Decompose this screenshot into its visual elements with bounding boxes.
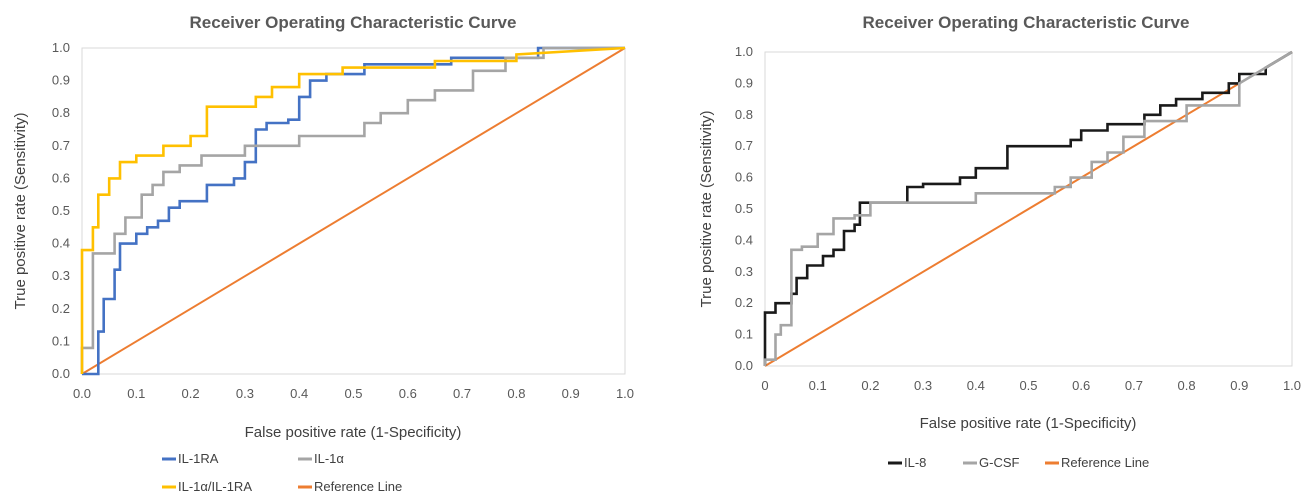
legend-label: G-CSF	[979, 455, 1020, 470]
y-tick-label: 0.4	[52, 236, 70, 251]
series-line-il-1-	[80, 46, 625, 374]
y-tick-label: 0.2	[52, 301, 70, 316]
x-axis-label: False positive rate (1-Specificity)	[920, 415, 1137, 432]
legend-item: IL-1α	[298, 451, 344, 466]
legend-label: IL-1α	[314, 451, 344, 466]
y-tick-label: 0.0	[52, 366, 70, 381]
x-tick-label: 1.0	[616, 386, 634, 401]
chart-title: Receiver Operating Characteristic Curve	[190, 13, 517, 32]
legend-label: Reference Line	[314, 479, 402, 494]
x-tick-label: 0.6	[399, 386, 417, 401]
series-line-il-8	[763, 50, 1293, 366]
y-tick-labels: 0.0 0.1 0.2 0.3 0.4 0.5 0.6 0.7 0.8 0.9 1.0	[52, 40, 70, 381]
y-tick-label: 0.3	[735, 264, 753, 279]
series-line-reference-line	[81, 47, 626, 375]
series-group	[763, 50, 1293, 367]
legend-item: Reference Line	[298, 479, 402, 494]
y-tick-label: 0.4	[735, 232, 753, 247]
series-line-il-1-il-1ra	[80, 46, 626, 374]
y-tick-label: 0.7	[52, 138, 70, 153]
legend-label: IL-1α/IL-1RA	[178, 479, 252, 494]
x-tick-label: 0.5	[344, 386, 362, 401]
plot-area-frame	[81, 47, 626, 375]
y-tick-label: 0.3	[52, 268, 70, 283]
chart-title: Receiver Operating Characteristic Curve	[863, 13, 1190, 32]
legend: IL-1RA IL-1α IL-1α/IL-1RA Reference Line	[162, 451, 402, 494]
legend-item: IL-1α/IL-1RA	[162, 479, 252, 494]
y-tick-label: 0.7	[735, 138, 753, 153]
y-tick-label: 0.1	[52, 333, 70, 348]
plot-area-frame	[764, 51, 1293, 367]
y-tick-label: 0.9	[735, 75, 753, 90]
x-tick-label: 0.0	[73, 386, 91, 401]
y-tick-label: 1.0	[735, 44, 753, 59]
y-tick-label: 0.2	[735, 295, 753, 310]
y-tick-label: 0.5	[52, 203, 70, 218]
legend: IL-8 G-CSF Reference Line	[888, 455, 1149, 470]
x-tick-label: 1.0	[1283, 378, 1301, 393]
x-tick-labels: 0.0 0.1 0.2 0.3 0.4 0.5 0.6 0.7 0.8 0.9 1.0	[73, 386, 634, 401]
legend-label: IL-1RA	[178, 451, 219, 466]
y-tick-label: 1.0	[52, 40, 70, 55]
x-tick-label: 0.6	[1072, 378, 1090, 393]
x-tick-label: 0.7	[453, 386, 471, 401]
x-tick-label: 0	[761, 378, 768, 393]
x-tick-label: 0.3	[236, 386, 254, 401]
y-tick-labels: 0.0 0.1 0.2 0.3 0.4 0.5 0.6 0.7 0.8 0.9 1.0	[735, 44, 753, 373]
y-tick-label: 0.5	[735, 201, 753, 216]
x-tick-label: 0.1	[809, 378, 827, 393]
legend-label: Reference Line	[1061, 455, 1149, 470]
roc-chart-right: Receiver Operating Characteristic Curve …	[698, 13, 1301, 470]
x-tick-label: 0.5	[1019, 378, 1037, 393]
roc-chart-left: Receiver Operating Characteristic Curve …	[12, 13, 634, 494]
legend-item: IL-1RA	[162, 451, 219, 466]
x-tick-label: 0.4	[967, 378, 985, 393]
x-tick-label: 0.4	[290, 386, 308, 401]
x-axis-label: False positive rate (1-Specificity)	[245, 424, 462, 441]
series-line-il-1ra	[82, 46, 625, 376]
series-line-reference-line	[764, 51, 1293, 367]
y-tick-label: 0.8	[735, 107, 753, 122]
series-line-g-csf	[763, 50, 1293, 366]
x-tick-label: 0.3	[914, 378, 932, 393]
x-tick-label: 0.2	[182, 386, 200, 401]
y-tick-label: 0.1	[735, 327, 753, 342]
y-tick-label: 0.6	[735, 170, 753, 185]
legend-item: G-CSF	[963, 455, 1020, 470]
x-tick-label: 0.2	[861, 378, 879, 393]
y-axis-label: True positive rate (Sensitivity)	[698, 110, 715, 307]
x-tick-label: 0.9	[1230, 378, 1248, 393]
y-tick-label: 0.6	[52, 170, 70, 185]
x-tick-label: 0.8	[507, 386, 525, 401]
x-tick-labels: 0 0.1 0.2 0.3 0.4 0.5 0.6 0.7 0.8 0.9 1.0	[761, 378, 1301, 393]
x-tick-label: 0.8	[1178, 378, 1196, 393]
y-tick-label: 0.9	[52, 73, 70, 88]
series-group	[80, 46, 626, 376]
y-tick-label: 0.8	[52, 105, 70, 120]
x-tick-label: 0.7	[1125, 378, 1143, 393]
y-tick-label: 0.0	[735, 358, 753, 373]
legend-item: IL-8	[888, 455, 926, 470]
legend-label: IL-8	[904, 455, 926, 470]
legend-item: Reference Line	[1045, 455, 1149, 470]
x-tick-label: 0.1	[127, 386, 145, 401]
x-tick-label: 0.9	[562, 386, 580, 401]
y-axis-label: True positive rate (Sensitivity)	[12, 112, 29, 309]
